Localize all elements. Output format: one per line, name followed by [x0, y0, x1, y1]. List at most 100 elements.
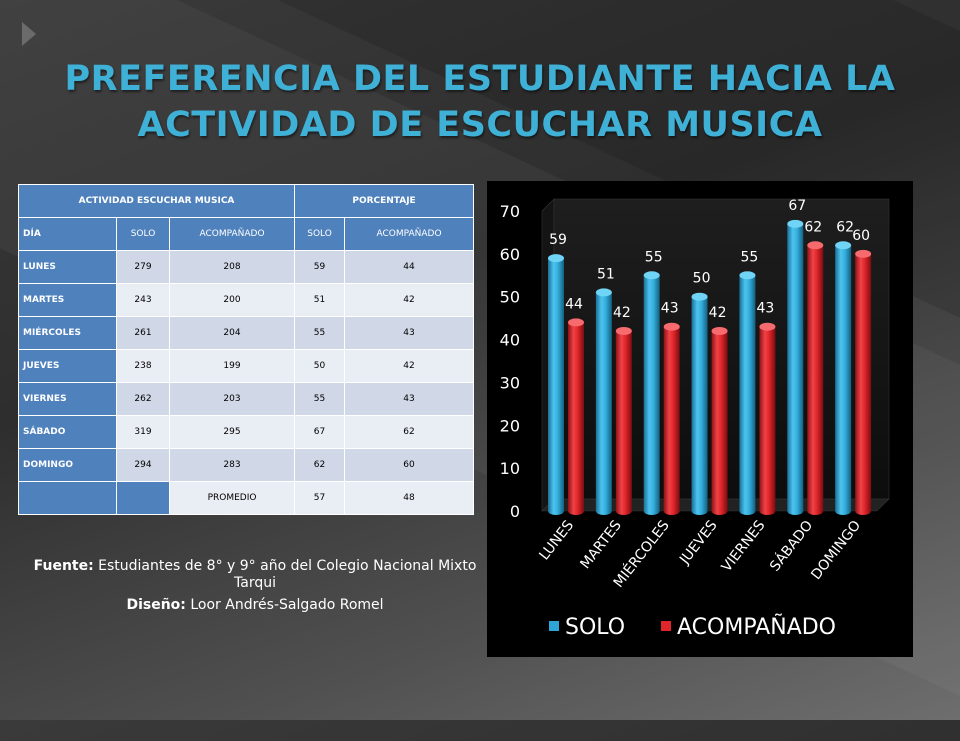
cell-acomp: 208: [168, 250, 296, 284]
cell-solo: 319: [116, 415, 170, 449]
source-line: Fuente: Estudiantes de 8° y 9° año del C…: [20, 558, 490, 592]
bar-cap: [711, 327, 728, 335]
bar-acompanado: [568, 322, 584, 511]
chart-panel: 0 10 20 30 40 50 60 70 59 44 51 42 55 43 50 42 55 43 67 62…: [487, 181, 913, 657]
y-tick-label: 40: [500, 331, 520, 350]
subheader-pct-acomp: ACOMPAÑADO: [344, 217, 475, 251]
average-solo: 57: [294, 481, 346, 515]
cell-pct-acomp: 62: [344, 415, 475, 449]
cell-acomp: 204: [168, 316, 296, 350]
cell-acomp: 199: [168, 349, 296, 383]
table-average-row: PROMEDIO 57 48: [18, 481, 475, 515]
data-label: 59: [549, 232, 567, 248]
bar-base: [807, 507, 824, 515]
data-label: 42: [613, 305, 631, 321]
cell-pct-solo: 55: [294, 382, 346, 416]
bar-base: [663, 507, 680, 515]
bar-base: [739, 507, 756, 515]
y-tick-label: 10: [500, 459, 520, 478]
bar-base: [711, 507, 728, 515]
cell-solo: 243: [116, 283, 170, 317]
y-tick-label: 30: [500, 373, 520, 392]
bar-acompanado: [855, 253, 872, 511]
slide-title: PREFERENCIA DEL ESTUDIANTE HACIA LA ACTI…: [40, 56, 920, 148]
cell-solo: 279: [116, 250, 170, 284]
bar-cap: [548, 254, 564, 263]
source-text: Estudiantes de 8° y 9° año del Colegio N…: [98, 558, 477, 591]
subheader-solo: SOLO: [116, 217, 170, 251]
table-row: JUEVES 238 199 50 42: [18, 349, 475, 383]
legend-swatch: [549, 621, 559, 631]
bar-acompanado: [615, 331, 632, 511]
cell-pct-solo: 55: [294, 316, 346, 350]
design-line: Diseño: Loor Andrés-Salgado Romel: [20, 597, 490, 614]
cell-day: MIÉRCOLES: [18, 316, 117, 350]
bar-cap: [595, 288, 612, 297]
bar-acompanado: [711, 331, 728, 511]
cell-day: JUEVES: [18, 349, 117, 383]
bar-solo: [691, 296, 708, 511]
data-label: 43: [757, 301, 775, 317]
bar-solo: [739, 275, 756, 511]
cell-day: VIERNES: [18, 382, 117, 416]
bar-cap: [615, 327, 632, 335]
cell-pct-solo: 67: [294, 415, 346, 449]
cell-solo: 294: [116, 448, 170, 482]
bar-solo: [595, 292, 612, 511]
cell-day: SÁBADO: [18, 415, 117, 449]
title-line-1: PREFERENCIA DEL ESTUDIANTE HACIA LA: [64, 59, 896, 99]
data-label: 55: [741, 249, 759, 265]
cell-solo: 261: [116, 316, 170, 350]
x-tick-label: VIERNES: [719, 518, 769, 576]
bar-cap: [807, 241, 824, 250]
header-percent: PORCENTAJE: [294, 184, 475, 218]
bar-base: [568, 507, 584, 515]
table-row: MARTES 243 200 51 42: [18, 283, 475, 317]
data-label: 55: [645, 249, 663, 265]
cell-solo: 262: [116, 382, 170, 416]
cell-pct-acomp: 43: [344, 316, 475, 350]
subheader-pct-solo: SOLO: [294, 217, 346, 251]
data-table: ACTIVIDAD ESCUCHAR MUSICA PORCENTAJE DÍA…: [17, 184, 475, 515]
average-label: PROMEDIO: [168, 481, 296, 515]
cell-acomp: 283: [168, 448, 296, 482]
bar-base: [615, 507, 632, 515]
y-tick-label: 50: [500, 288, 520, 307]
slide-corner-arrow-icon: [22, 22, 36, 46]
cell-blank: [116, 481, 170, 515]
bar-base: [691, 507, 708, 515]
legend-label: ACOMPAÑADO: [677, 613, 836, 640]
cell-pct-solo: 50: [294, 349, 346, 383]
bar-solo: [787, 223, 804, 511]
x-tick-label: SÁBADO: [766, 517, 816, 575]
table-row: DOMINGO 294 283 62 60: [18, 448, 475, 482]
data-label: 60: [852, 228, 870, 244]
x-tick-label: JUEVES: [676, 518, 720, 569]
cell-pct-acomp: 42: [344, 349, 475, 383]
subheader-acomp: ACOMPAÑADO: [168, 217, 296, 251]
data-label: 51: [597, 266, 615, 282]
design-label: Diseño:: [126, 597, 186, 613]
credits: Fuente: Estudiantes de 8° y 9° año del C…: [20, 558, 490, 619]
data-label: 67: [788, 198, 806, 214]
bar-base: [855, 507, 872, 515]
header-activity: ACTIVIDAD ESCUCHAR MUSICA: [17, 184, 296, 218]
design-text: Loor Andrés-Salgado Romel: [190, 597, 384, 613]
bar-cap: [691, 292, 708, 301]
table-header-row: ACTIVIDAD ESCUCHAR MUSICA PORCENTAJE: [17, 184, 475, 218]
cell-acomp: 203: [168, 382, 296, 416]
data-label: 43: [661, 301, 679, 317]
subheader-day: DÍA: [18, 217, 117, 251]
x-tick-label: LUNES: [536, 518, 577, 564]
source-label: Fuente:: [33, 558, 94, 574]
average-acomp: 48: [344, 481, 475, 515]
bar-base: [835, 507, 852, 515]
data-label: 50: [693, 271, 711, 287]
x-tick-label: MARTES: [577, 518, 625, 573]
table-row: MIÉRCOLES 261 204 55 43: [18, 316, 475, 350]
cell-pct-solo: 59: [294, 250, 346, 284]
cell-blank: [18, 481, 117, 515]
y-tick-label: 0: [510, 502, 520, 521]
cell-day: DOMINGO: [18, 448, 117, 482]
data-label: 44: [565, 296, 583, 312]
